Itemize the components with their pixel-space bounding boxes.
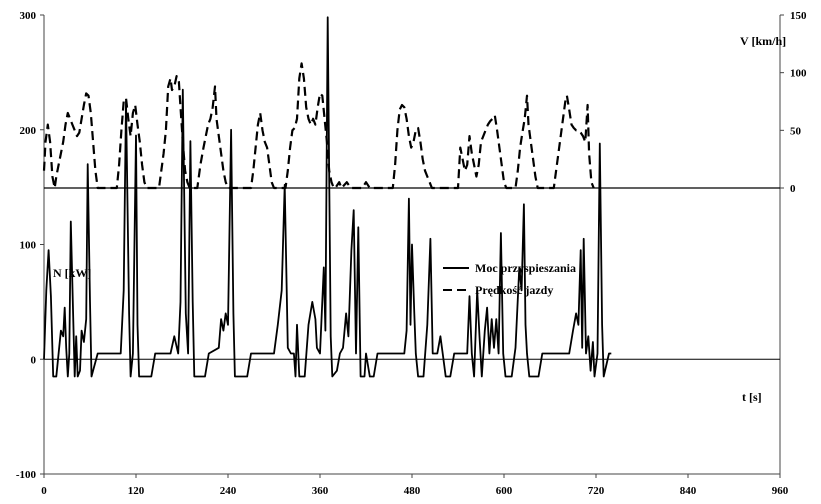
legend-label: Moc przyspieszania	[475, 261, 576, 275]
x-tick-label: 0	[41, 485, 47, 497]
x-tick-label: 480	[404, 485, 421, 497]
left-tick-label: 100	[20, 240, 37, 252]
x-tick-label: 120	[128, 485, 145, 497]
left-axis-title: N [kW]	[53, 266, 91, 280]
legend: Moc przyspieszania Prędkość jazdy	[443, 261, 576, 297]
labels-layer: 0 120 240 360 480 600 720 840 960 -100 0 100 200 300 0…	[16, 10, 807, 497]
x-tick-label: 240	[220, 485, 237, 497]
right-tick-label: 150	[790, 10, 807, 22]
right-tick-label: 50	[790, 125, 802, 137]
left-tick-label: -100	[16, 469, 37, 481]
series-line-predkosc-jazdy	[42, 62, 595, 190]
left-tick-label: 0	[31, 354, 37, 366]
x-axis-title: t [s]	[742, 390, 762, 404]
x-tick-label: 600	[496, 485, 513, 497]
right-tick-label: 100	[790, 68, 807, 80]
x-tick-label: 360	[312, 485, 329, 497]
legend-label: Prędkość jazdy	[475, 283, 553, 297]
x-tick-label: 840	[680, 485, 697, 497]
right-tick-label: 0	[790, 183, 796, 195]
left-tick-label: 300	[20, 10, 37, 22]
x-tick-label: 720	[588, 485, 605, 497]
axes-layer	[40, 14, 784, 478]
series-layer	[42, 16, 612, 378]
series-line-moc-przyspieszania	[43, 16, 612, 378]
right-axis-title: V [km/h]	[740, 34, 786, 48]
x-tick-label: 960	[772, 485, 789, 497]
left-tick-label: 200	[20, 125, 37, 137]
